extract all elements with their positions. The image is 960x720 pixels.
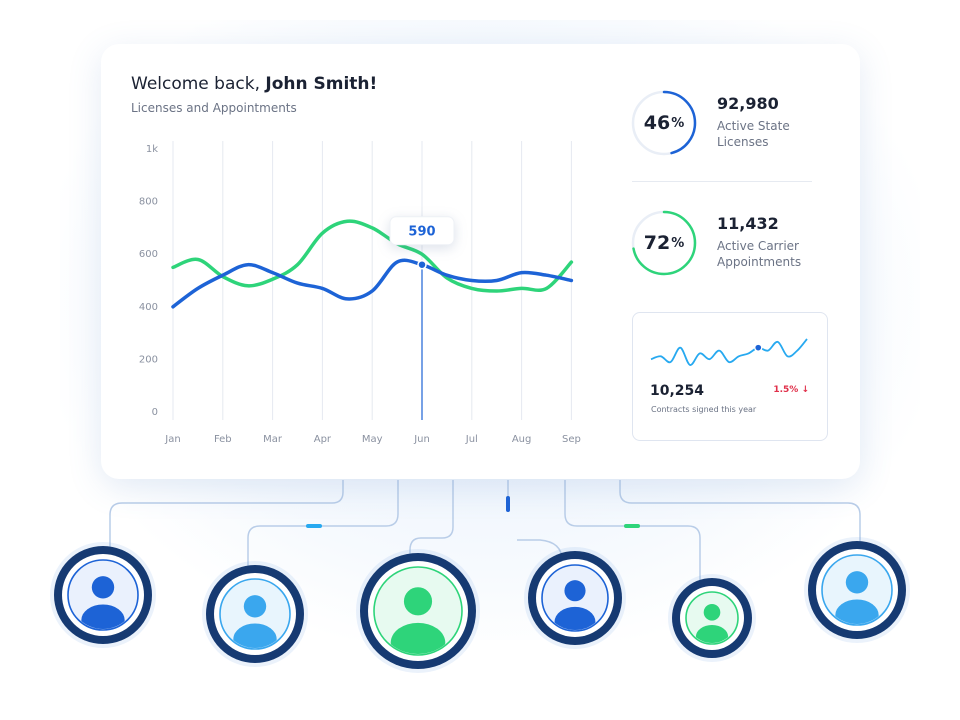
- x-tick-label: Jul: [465, 434, 478, 445]
- contracts-value: 10,254: [650, 383, 705, 399]
- dashboard-card: Welcome back, John Smith! Licenses and A…: [101, 44, 860, 479]
- x-tick-label: May: [362, 434, 383, 445]
- contracts-change: 1.5% ↓: [773, 385, 809, 395]
- user-name: John Smith!: [265, 74, 378, 94]
- series-line: [171, 258, 574, 309]
- avatar-2[interactable]: [198, 557, 312, 675]
- user-icon: [356, 549, 480, 673]
- tooltip: 590: [389, 216, 455, 246]
- stat-value: 11,432: [717, 214, 779, 233]
- user-icon: [668, 574, 756, 662]
- avatar-4[interactable]: [520, 543, 630, 657]
- licenses-line-chart[interactable]: Jan Feb Mar Apr May Jun Jul Aug Sep 0 200 400 600 800…: [131, 134, 591, 454]
- y-tick-label: 1k: [146, 144, 158, 155]
- progress-arc: [631, 210, 697, 276]
- sparkline-point: [754, 343, 763, 352]
- welcome-heading: Welcome back, John Smith!: [131, 74, 377, 94]
- avatar-5[interactable]: [664, 570, 760, 670]
- stat-label: Active State Licenses: [717, 119, 790, 149]
- y-tick-label: 0: [152, 407, 158, 418]
- x-tick-label: Sep: [562, 434, 581, 445]
- tooltip-point[interactable]: [417, 259, 427, 270]
- y-tick-label: 600: [139, 249, 158, 260]
- avatar-6[interactable]: [800, 533, 914, 651]
- y-tick-label: 400: [139, 302, 158, 313]
- series-line: [171, 219, 574, 293]
- contracts-widget[interactable]: 10,254 1.5% ↓ Contracts signed this year: [632, 312, 828, 441]
- avatar-1[interactable]: [46, 538, 160, 656]
- x-tick-label: Jun: [413, 434, 430, 445]
- stat-value: 92,980: [717, 94, 779, 113]
- contracts-caption: Contracts signed this year: [651, 405, 757, 414]
- contracts-sparkline: [650, 338, 808, 366]
- progress-ring: [631, 210, 697, 276]
- y-tick-label: 200: [139, 354, 158, 365]
- x-tick-label: Mar: [263, 434, 283, 445]
- tooltip-value: 590: [408, 225, 435, 240]
- divider: [632, 181, 812, 182]
- user-icon: [524, 547, 626, 649]
- page-subtitle: Licenses and Appointments: [131, 101, 297, 115]
- user-icon: [50, 542, 156, 648]
- ring-percent: 46%: [643, 112, 685, 134]
- sparkline-path: [650, 338, 808, 366]
- user-icon: [202, 561, 308, 667]
- stat-label: Active Carrier Appointments: [717, 239, 802, 269]
- progress-ring: [631, 90, 697, 156]
- x-tick-label: Apr: [314, 434, 332, 445]
- ring-percent: 72%: [643, 232, 685, 254]
- x-tick-label: Jan: [164, 434, 180, 445]
- x-tick-label: Aug: [512, 434, 532, 445]
- greeting-text: Welcome back,: [131, 74, 266, 94]
- avatar-3[interactable]: [352, 545, 484, 681]
- y-tick-label: 800: [139, 197, 158, 208]
- user-icon: [804, 537, 910, 643]
- progress-arc: [631, 90, 697, 156]
- x-tick-label: Feb: [214, 434, 232, 445]
